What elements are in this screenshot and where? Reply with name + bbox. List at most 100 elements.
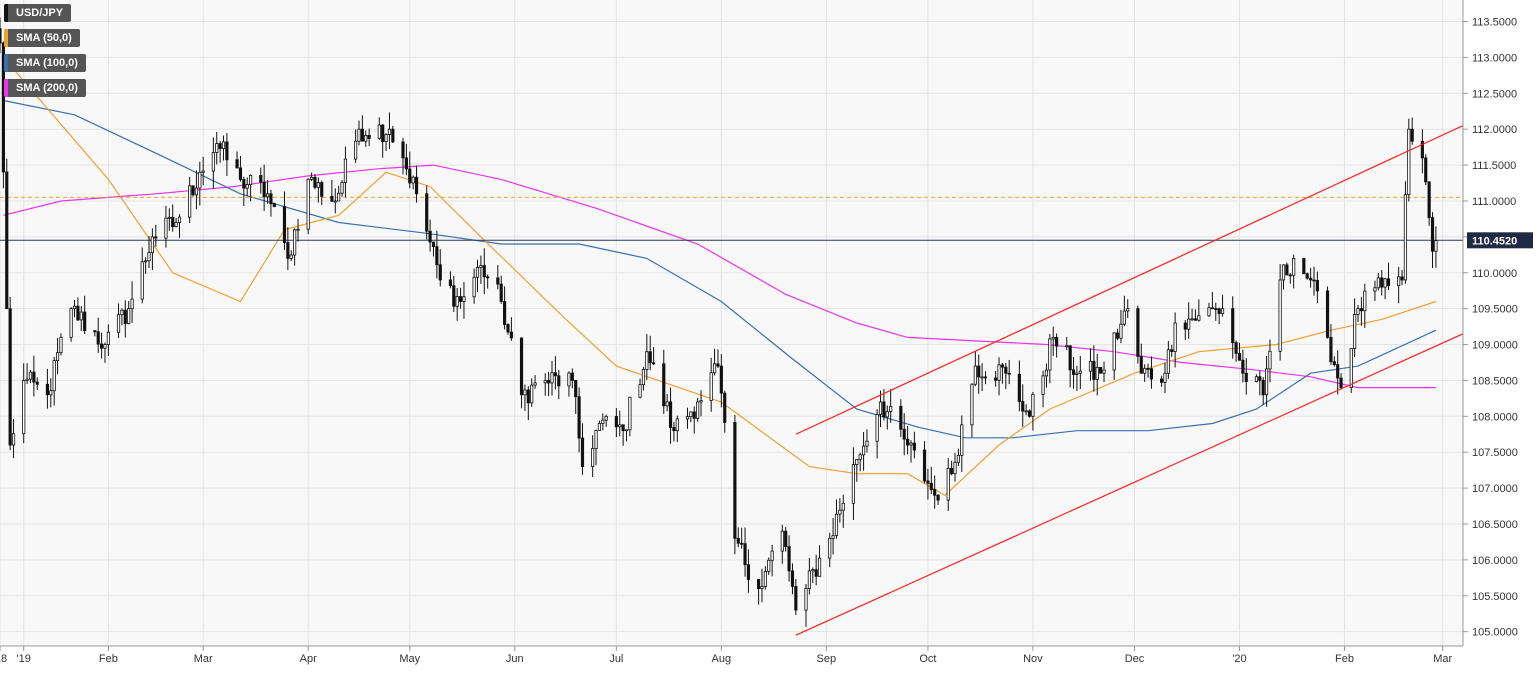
candle-body: [76, 305, 80, 321]
candle-body: [780, 530, 784, 552]
candle-body: [381, 124, 385, 143]
candle-body: [543, 380, 547, 384]
candle-body: [1051, 336, 1055, 340]
candle-body: [831, 535, 835, 539]
legend-symbol[interactable]: USD/JPY: [4, 4, 72, 22]
candle-body: [1315, 280, 1319, 292]
candle-body: [1332, 361, 1336, 365]
candle-body: [238, 167, 243, 180]
y-tick-label: 108.5000: [1472, 375, 1518, 387]
sma-50-line: [2, 57, 1437, 497]
candle-body: [1312, 279, 1316, 282]
candle-body: [787, 546, 791, 572]
y-tick-label: 111.5000: [1472, 160, 1516, 172]
x-tick-label: '20: [1232, 653, 1246, 665]
candle-body: [577, 396, 581, 439]
candle-body: [52, 360, 56, 392]
legend-label-sma-100: SMA (100,0): [16, 57, 78, 69]
candle-body: [1217, 308, 1221, 314]
legend-sma-200[interactable]: SMA (200,0): [4, 79, 86, 97]
candle-body: [1407, 128, 1411, 196]
candle-body: [1115, 332, 1120, 339]
candle-body: [35, 381, 39, 385]
candle-body: [316, 182, 320, 188]
candle-body: [624, 429, 629, 432]
y-tick-label: 105.0000: [1472, 627, 1518, 639]
legend-sma-100[interactable]: SMA (100,0): [4, 54, 86, 72]
candle-body: [59, 336, 63, 354]
candle-body: [784, 530, 788, 547]
candle-body: [580, 437, 585, 467]
candle-body: [1092, 360, 1096, 380]
candle-body: [235, 159, 239, 169]
candle-body: [1183, 322, 1187, 330]
candle-body: [130, 298, 134, 310]
x-tick-label: Oct: [919, 653, 936, 665]
candle-body: [1, 42, 5, 173]
candle-body: [140, 261, 144, 300]
candle-body: [567, 372, 571, 387]
candle-body: [1000, 364, 1005, 368]
candle-body: [475, 267, 480, 278]
current-price-tag-label: 110.4520: [1472, 235, 1517, 247]
horizontal-lines: [0, 196, 1463, 241]
candle-body: [225, 141, 229, 161]
x-tick-label: Jun: [506, 653, 524, 665]
candle-body: [668, 401, 673, 428]
candle-body: [259, 175, 263, 183]
y-tick-label: 105.5000: [1472, 591, 1518, 603]
candle-body: [743, 543, 747, 566]
candle-body: [262, 181, 266, 198]
candle-body: [431, 241, 436, 247]
sma-100-line: [3, 99, 1437, 439]
y-tick-label: 113.0000: [1472, 52, 1517, 64]
candle-body: [618, 424, 622, 428]
candle-body: [814, 569, 818, 577]
candle-body: [1044, 369, 1049, 377]
candle-body: [249, 175, 253, 186]
candle-body: [106, 331, 110, 345]
candle-body: [594, 429, 598, 449]
candle-body: [648, 351, 652, 364]
candle-body: [306, 179, 310, 230]
candle-body: [0, 28, 2, 44]
candle-body: [448, 279, 452, 287]
candle-body: [384, 134, 388, 143]
legend-swatch-symbol: [4, 4, 8, 22]
candle-body: [929, 482, 933, 490]
y-tick-label: 113.5000: [1472, 17, 1517, 29]
legend-sma-50[interactable]: SMA (50,0): [4, 29, 80, 47]
candle-body: [144, 260, 148, 263]
candle-body: [601, 419, 605, 424]
candle-body: [1383, 278, 1387, 288]
candle-body: [1193, 318, 1198, 321]
y-tick-label: 109.0000: [1472, 340, 1518, 352]
candle-body: [1146, 367, 1150, 370]
candle-body: [1149, 368, 1154, 380]
candle-body: [377, 124, 381, 139]
candle-body: [807, 570, 811, 589]
candle-body: [1187, 318, 1191, 330]
candle-body: [164, 217, 168, 239]
candle-body: [1024, 410, 1028, 413]
candle-body: [1302, 257, 1306, 275]
x-tick-label: May: [399, 653, 420, 665]
x-tick-label: Sep: [817, 653, 837, 665]
candle-body: [530, 384, 534, 404]
candle-body: [1261, 379, 1265, 396]
candle-body: [1112, 332, 1116, 371]
x-tick-label: Jul: [609, 653, 623, 665]
candle-body: [127, 308, 131, 324]
candle-body: [526, 389, 530, 404]
candle-body: [794, 586, 798, 611]
candle-body: [1143, 367, 1147, 374]
candle-body: [343, 158, 348, 183]
candle-body: [1356, 308, 1360, 315]
sma-lines: [2, 57, 1437, 497]
candle-body: [956, 454, 960, 463]
legend-swatch-sma-100: [4, 54, 8, 72]
candle-body: [553, 372, 557, 377]
candle-body: [286, 242, 290, 259]
